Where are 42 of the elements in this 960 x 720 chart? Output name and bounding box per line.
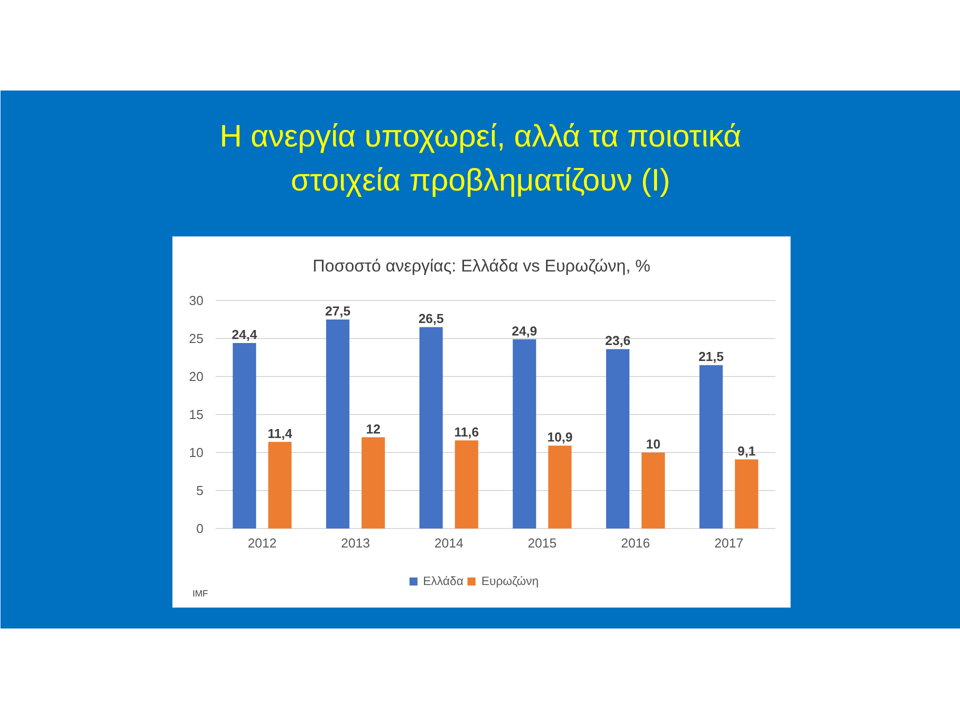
bar <box>419 327 443 528</box>
data-label: 27,5 <box>325 304 350 318</box>
legend-label: Ευρωζώνη <box>481 574 539 588</box>
data-label: 24,4 <box>232 327 258 342</box>
data-label: 26,5 <box>418 311 444 326</box>
data-label: 9,1 <box>738 443 756 458</box>
data-label: 11,6 <box>454 424 479 440</box>
bar <box>268 442 292 528</box>
data-label: 21,5 <box>698 349 724 364</box>
x-tick-label: 2012 <box>248 536 277 550</box>
chart-subtitle: Ποσοστό ανεργίας: Ελλάδα vs Ευρωζώνη, % <box>312 256 650 276</box>
text: IMF <box>192 588 208 598</box>
y-tick-label: 25 <box>189 331 204 346</box>
y-tick-label: 10 <box>189 445 204 460</box>
bar <box>454 440 478 528</box>
bar <box>734 459 758 528</box>
bar <box>232 343 256 528</box>
data-label: 11,4 <box>268 426 293 441</box>
data-label: 23,6 <box>605 333 630 348</box>
bar <box>606 349 630 528</box>
data-label: 10,9 <box>547 430 573 445</box>
bar <box>512 339 536 528</box>
bar <box>548 446 572 528</box>
bar <box>699 365 723 528</box>
y-tick-label: 5 <box>196 483 204 498</box>
data-label: 24,9 <box>512 323 538 338</box>
x-tick-label: 2017 <box>714 536 744 550</box>
y-tick-label: 30 <box>189 293 204 308</box>
chart-title: Η ανεργία υποχωρεί, αλλά τα ποιοτικά στοιχεία προβληματίζουν (I) <box>220 118 742 198</box>
x-tick-label: 2013 <box>341 536 370 550</box>
bar <box>362 437 385 528</box>
x-tick-label: 2014 <box>434 536 464 550</box>
x-tick-label: 2016 <box>621 536 650 550</box>
x-tick-label: 2015 <box>528 536 557 550</box>
data-label: 10 <box>646 436 660 452</box>
y-tick-label: 20 <box>189 369 204 384</box>
legend-label: Ελλάδα <box>423 574 464 588</box>
y-tick-label: 15 <box>189 407 204 422</box>
bar <box>642 452 665 528</box>
bar <box>326 320 350 528</box>
y-tick-label: 0 <box>196 521 204 536</box>
data-label: 12 <box>366 421 380 436</box>
